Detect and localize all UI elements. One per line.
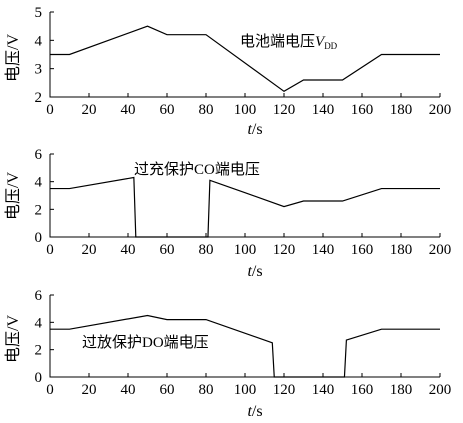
x-axis-label-var: t [247, 121, 252, 138]
x-tick-label: 40 [121, 242, 136, 258]
y-tick-label: 0 [35, 230, 43, 246]
y-axis-label: 电压/V [4, 315, 22, 363]
series-line-1 [50, 314, 440, 378]
y-axis-label: 电压/V [4, 172, 22, 220]
chart-annotation-subscript: DD [324, 41, 337, 51]
x-tick-label: 40 [121, 102, 136, 118]
x-tick-label: 0 [46, 102, 54, 118]
x-tick-label: 20 [82, 242, 97, 258]
y-tick-label: 2 [35, 202, 43, 218]
y-tick-label: 3 [35, 62, 43, 78]
chart-annotation: 过充保护CO端电压 [134, 161, 260, 178]
y-tick-label: 6 [35, 147, 43, 163]
chart-panel-2: 0 20 40 60 80 100 120 140 160 180 200 0 2 4 6 电压/V t/s 过充… [4, 147, 451, 280]
y-tick-label: 4 [35, 33, 43, 49]
y-axis-label: 电压/V [4, 34, 22, 82]
x-axis-label-unit: /s [252, 121, 263, 138]
x-tick-label: 140 [312, 242, 335, 258]
x-tick-label: 140 [312, 382, 335, 398]
chart-annotation-var: V [315, 34, 326, 50]
y-tick-label: 0 [35, 370, 43, 386]
y-tick-label: 4 [35, 315, 43, 331]
chart-panel-1: 0 20 40 60 80 100 120 140 160 180 200 2 3 4 5 电压/V t/s 电池… [4, 5, 451, 138]
y-tick-label: 2 [35, 90, 43, 106]
x-tick-label: 180 [390, 102, 413, 118]
chart-annotation-text: 过放保护DO端电压 [82, 334, 209, 351]
x-tick-label: 20 [82, 102, 97, 118]
x-tick-label: 100 [234, 382, 257, 398]
y-tick-label: 4 [35, 175, 43, 191]
chart-annotation-text: 过充保护CO端电压 [134, 161, 260, 178]
x-tick-label: 200 [429, 242, 452, 258]
x-tick-label: 200 [429, 382, 452, 398]
x-axis-label-var: t [247, 263, 252, 280]
x-tick-label: 160 [351, 382, 374, 398]
x-tick-label: 200 [429, 102, 452, 118]
x-axis-label: t/s [247, 263, 262, 280]
chart-annotation: 电池端电压VDD [240, 33, 338, 51]
x-tick-label: 40 [121, 382, 136, 398]
x-tick-label: 140 [312, 102, 335, 118]
x-tick-label: 180 [390, 242, 413, 258]
x-tick-label: 0 [46, 242, 54, 258]
x-tick-label: 120 [273, 382, 296, 398]
chart-annotation: 过放保护DO端电压 [82, 334, 209, 351]
series-line-1 [50, 25, 440, 93]
y-tick-label: 6 [35, 288, 43, 304]
x-tick-label: 100 [234, 102, 257, 118]
x-axis-label-var: t [247, 403, 252, 420]
x-tick-label: 180 [390, 382, 413, 398]
x-axis-label-unit: /s [252, 263, 263, 280]
x-tick-label: 80 [199, 242, 214, 258]
x-tick-label: 60 [160, 242, 175, 258]
x-tick-label: 0 [46, 382, 54, 398]
y-tick-label: 2 [35, 343, 43, 359]
x-tick-label: 100 [234, 242, 257, 258]
series-line-1 [50, 176, 440, 238]
chart-panel-3: 0 20 40 60 80 100 120 140 160 180 200 0 2 4 6 电压/V t/s 过放… [4, 288, 451, 420]
x-axis-label: t/s [247, 121, 262, 138]
chart-annotation-text: 电池端电压 [240, 33, 315, 50]
x-tick-label: 60 [160, 102, 175, 118]
x-tick-label: 160 [351, 102, 374, 118]
x-tick-label: 80 [199, 382, 214, 398]
x-tick-label: 20 [82, 382, 97, 398]
x-tick-label: 160 [351, 242, 374, 258]
x-axis-label: t/s [247, 403, 262, 420]
x-tick-label: 60 [160, 382, 175, 398]
y-tick-label: 5 [35, 5, 43, 21]
x-tick-label: 120 [273, 242, 296, 258]
x-tick-label: 120 [273, 102, 296, 118]
x-tick-label: 80 [199, 102, 214, 118]
x-axis-label-unit: /s [252, 403, 263, 420]
